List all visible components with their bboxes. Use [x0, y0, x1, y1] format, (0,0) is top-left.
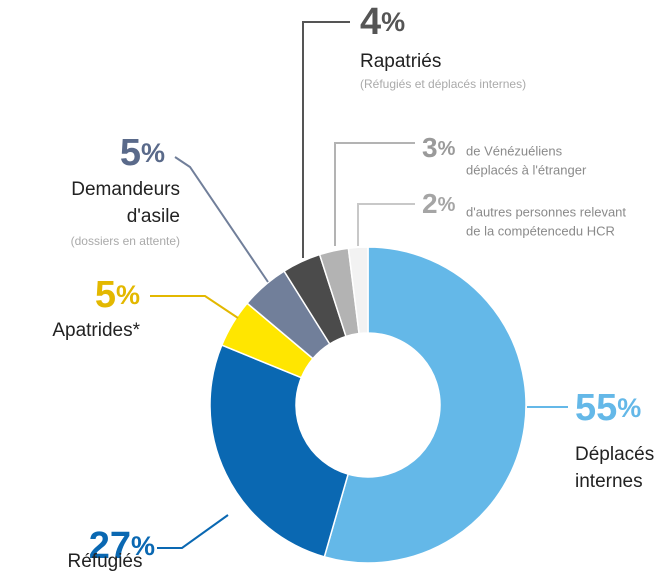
value-label: 2%	[422, 188, 456, 219]
donut-segment	[209, 344, 350, 558]
value-label: 3%	[422, 132, 456, 163]
category-label: d'asile	[127, 206, 180, 227]
category-label: Réfugiés	[68, 551, 143, 572]
value-label: 4%	[360, 1, 405, 43]
value-label: 5%	[120, 132, 165, 174]
value-label: 55%	[575, 387, 641, 429]
category-label: Rapatriés	[360, 51, 441, 72]
value-label: 5%	[95, 274, 140, 316]
category-label: de la compétencedu HCR	[466, 223, 615, 238]
leader-line	[357, 203, 415, 246]
category-label: Apatrides*	[52, 320, 140, 341]
category-label: Demandeurs	[71, 179, 180, 200]
category-label: internes	[575, 471, 643, 492]
category-label: déplacés à l'étranger	[466, 162, 587, 177]
leader-line	[174, 156, 269, 283]
leader-line	[302, 21, 350, 258]
category-note: (Réfugiés et déplacés internes)	[360, 77, 526, 91]
category-label: d'autres personnes relevant	[466, 204, 626, 219]
category-note: (dossiers en attente)	[71, 234, 180, 248]
donut-segment	[323, 246, 527, 564]
leader-line	[150, 295, 239, 319]
leader-line	[334, 142, 415, 246]
value-label: 27%	[89, 525, 155, 567]
category-label: de Vénézuéliens	[466, 143, 563, 158]
donut-segment	[347, 246, 369, 335]
leader-line	[157, 514, 229, 549]
category-label: Déplacés	[575, 444, 654, 465]
